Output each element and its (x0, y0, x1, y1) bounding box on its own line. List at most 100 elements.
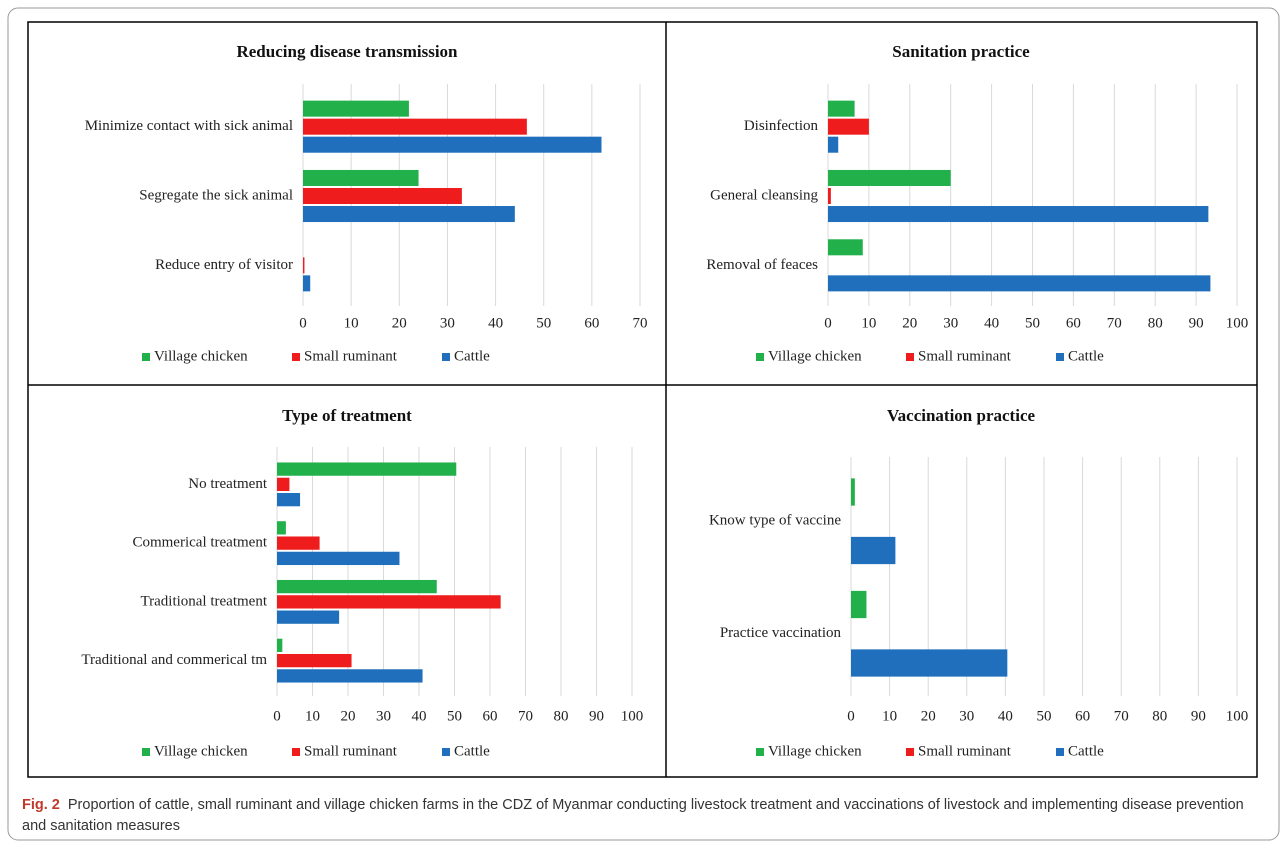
x-tick-label: 10 (861, 315, 876, 331)
outer-frame (7, 7, 1280, 841)
x-tick-label: 30 (440, 315, 455, 331)
legend-label: Village chicken (768, 743, 862, 759)
legend-label: Small ruminant (918, 348, 1012, 364)
bar (828, 169, 951, 186)
bar (277, 579, 437, 594)
x-tick-label: 100 (621, 708, 644, 724)
x-tick-label: 80 (554, 708, 569, 724)
x-tick-label: 30 (376, 708, 391, 724)
bar (277, 521, 286, 535)
x-tick-label: 20 (921, 708, 936, 724)
caption-text: Proportion of cattle, small ruminant and… (22, 797, 1244, 834)
bar (828, 118, 869, 135)
x-tick-label: 40 (412, 708, 427, 724)
x-tick-label: 50 (1037, 708, 1052, 724)
x-tick-label: 70 (1114, 708, 1129, 724)
x-tick-label: 10 (344, 315, 359, 331)
x-tick-label: 90 (589, 708, 604, 724)
x-tick-label: 80 (1152, 708, 1167, 724)
caption: Fig. 2 Proportion of cattle, small rumina… (22, 795, 1262, 837)
y-tick-label: Removal of feaces (706, 257, 818, 273)
x-tick-label: 20 (902, 315, 917, 331)
bar (851, 649, 1008, 677)
x-tick-label: 90 (1189, 315, 1204, 331)
x-tick-label: 70 (633, 315, 648, 331)
x-tick-label: 50 (447, 708, 462, 724)
x-tick-label: 80 (1148, 315, 1163, 331)
legend-label: Small ruminant (304, 743, 398, 759)
x-tick-label: 100 (1226, 315, 1249, 331)
bar (851, 536, 896, 565)
chart-title: Reducing disease transmission (236, 42, 458, 61)
legend-label: Small ruminant (918, 743, 1012, 759)
x-tick-label: 0 (847, 708, 855, 724)
x-tick-label: 30 (943, 315, 958, 331)
y-tick-label: Know type of vaccine (709, 513, 841, 529)
x-tick-label: 50 (1025, 315, 1040, 331)
legend-swatch (442, 748, 450, 756)
bar (303, 118, 527, 135)
x-tick-label: 60 (584, 315, 599, 331)
legend-swatch (1056, 748, 1064, 756)
bar (277, 477, 290, 492)
x-tick-label: 60 (1075, 708, 1090, 724)
bar (851, 478, 855, 506)
y-tick-label: General cleansing (710, 187, 818, 203)
x-tick-label: 70 (518, 708, 533, 724)
x-tick-label: 60 (1066, 315, 1081, 331)
x-tick-label: 40 (984, 315, 999, 331)
x-tick-label: 0 (273, 708, 281, 724)
x-tick-label: 60 (483, 708, 498, 724)
legend-swatch (1056, 353, 1064, 361)
bar (303, 136, 602, 153)
legend-label: Small ruminant (304, 348, 398, 364)
y-tick-label: Reduce entry of visitor (155, 257, 293, 273)
legend-swatch (142, 353, 150, 361)
legend-swatch (756, 748, 764, 756)
x-tick-label: 50 (536, 315, 551, 331)
x-tick-label: 40 (488, 315, 503, 331)
legend-label: Village chicken (768, 348, 862, 364)
legend-swatch (906, 353, 914, 361)
legend-label: Village chicken (154, 743, 248, 759)
y-tick-label: Minimize contact with sick animal (85, 118, 293, 134)
bar (303, 206, 515, 223)
bar (277, 610, 340, 624)
x-tick-label: 20 (392, 315, 407, 331)
x-tick-label: 40 (998, 708, 1013, 724)
figure-frame (27, 21, 1258, 778)
bar (303, 275, 311, 292)
bar (828, 206, 1209, 223)
x-tick-label: 90 (1191, 708, 1206, 724)
legend-swatch (292, 353, 300, 361)
chart-title: Type of treatment (282, 406, 412, 425)
y-tick-label: Traditional and commerical tm (81, 652, 267, 668)
bar (828, 187, 831, 205)
bar (828, 239, 863, 256)
legend-label: Cattle (1068, 348, 1104, 364)
x-tick-label: 10 (882, 708, 897, 724)
legend-swatch (442, 353, 450, 361)
legend-label: Village chicken (154, 348, 248, 364)
chart-title: Sanitation practice (892, 42, 1030, 61)
legend-swatch (142, 748, 150, 756)
bar (828, 275, 1211, 292)
y-tick-label: Commerical treatment (132, 535, 267, 551)
bar (277, 669, 423, 683)
legend-label: Cattle (1068, 743, 1104, 759)
legend-swatch (292, 748, 300, 756)
legend-swatch (756, 353, 764, 361)
bar (277, 551, 400, 566)
bar (851, 590, 867, 619)
x-tick-label: 0 (299, 315, 307, 331)
caption-label: Fig. 2 (22, 797, 60, 813)
bar (277, 595, 501, 609)
y-tick-label: Disinfection (744, 118, 819, 134)
bar (303, 257, 305, 274)
y-tick-label: Traditional treatment (140, 593, 267, 609)
bar (277, 493, 301, 507)
y-tick-label: Segregate the sick animal (139, 187, 293, 203)
x-tick-label: 100 (1226, 708, 1249, 724)
x-tick-label: 20 (341, 708, 356, 724)
